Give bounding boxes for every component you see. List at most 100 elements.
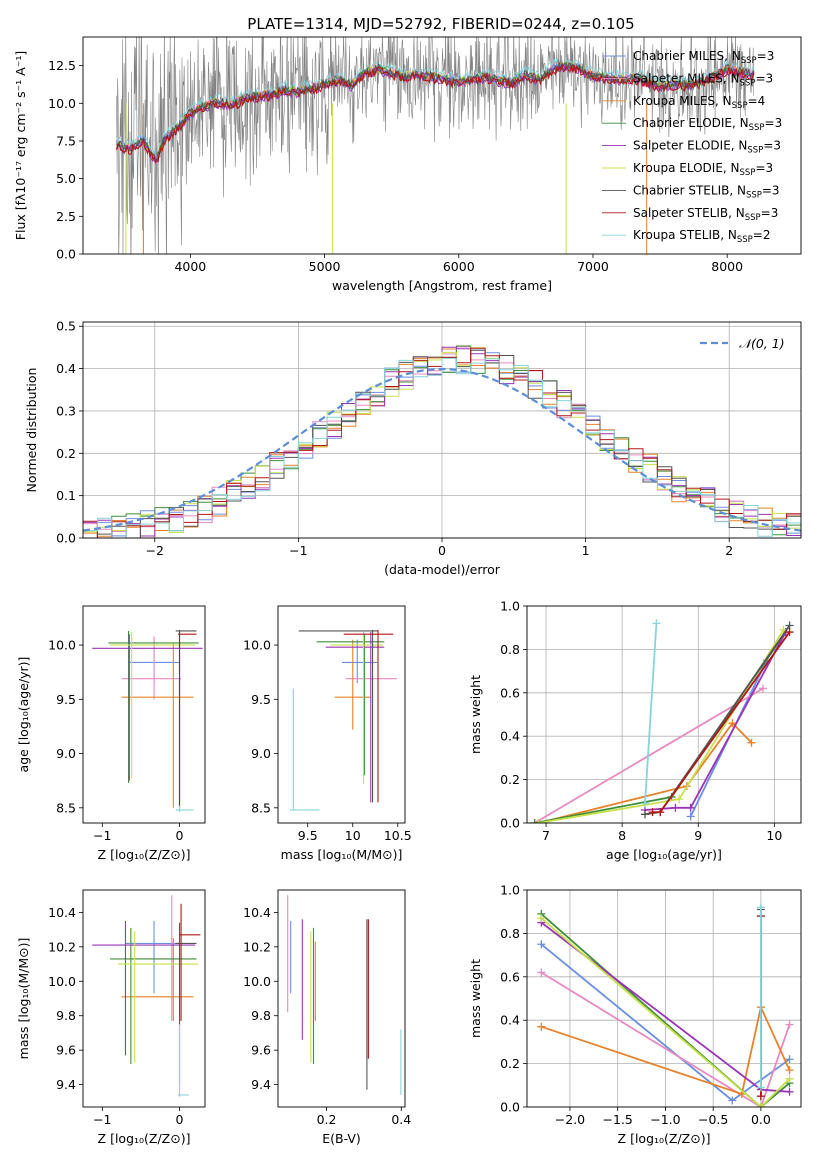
y-tick-label: 0.2 (56, 446, 76, 461)
mass-weight-line (540, 917, 791, 1107)
mass-weight-marker (537, 940, 546, 949)
mass-weight-marker (728, 719, 737, 728)
y-tick-label: 0.6 (500, 685, 520, 700)
spectrum-frame (82, 36, 802, 255)
y-tick-label: 0.6 (500, 969, 520, 984)
y-tick-label: 12.5 (48, 58, 76, 73)
mass-weight-marker (537, 914, 546, 923)
mass-weight-marker (648, 808, 657, 817)
legend-count: =3 (755, 71, 773, 85)
x-tick-label: 10 (766, 828, 782, 843)
spectrum-axes: 4000 5000 6000 7000 8000 0.0 2.5 5.0 7.5 10.0 12.5… (13, 51, 743, 293)
legend-count: =3 (762, 183, 780, 197)
y-tick-label: 0.4 (56, 361, 76, 376)
x-tick-label: 9 (694, 828, 702, 843)
mass-weight-marker (785, 1087, 794, 1096)
mass_vs_ebv-axes: 0.2 0.4 9.4 9.6 9.8 10.0 10.2 10.4 E(B-V) (243, 905, 411, 1146)
x-tick-label: −1.0 (650, 1112, 680, 1127)
figure-title: PLATE=1314, MJD=52792, FIBERID=0244, z=0… (247, 15, 634, 33)
legend-label: Salpeter STELIB, NSSP=3 (633, 206, 778, 223)
mass_vs_Z-xlabel: Z [log₁₀(Z/Z⊙)] (98, 1131, 191, 1146)
y-tick-label: 0.2 (500, 772, 520, 787)
mass-weight-marker (686, 812, 695, 821)
age_vs_mass-frame (277, 605, 406, 824)
y-tick-label: 10.0 (48, 96, 76, 111)
x-tick-label: 1 (582, 543, 590, 558)
x-tick-label: −1 (93, 1112, 111, 1127)
legend-count: =3 (757, 49, 775, 63)
legend-label: Kroupa ELODIE, NSSP=3 (633, 161, 773, 178)
massweight_vs_age-plot-area (530, 619, 794, 823)
model-spectrum-line (116, 63, 755, 163)
mass-weight-marker (756, 1103, 765, 1107)
x-tick-label: 2 (725, 543, 733, 558)
y-tick-label: 0.0 (56, 531, 76, 546)
x-tick-label: 7 (542, 828, 550, 843)
legend-subscript: SSP (737, 235, 753, 245)
legend-count: =3 (755, 161, 773, 175)
age_vs_mass-plot-area (289, 629, 397, 811)
x-tick-label: −1 (93, 828, 111, 843)
massweight_vs_Z-xlabel: Z [log₁₀(Z/Z⊙)] (618, 1131, 711, 1146)
massweight_vs_age-frame (526, 605, 802, 824)
mass-weight-marker (656, 808, 665, 817)
model-spectrum-line (116, 61, 755, 162)
legend-label: Chabrier ELODIE, NSSP=3 (633, 116, 782, 133)
legend-label: Salpeter MILES, NSSP=3 (633, 71, 773, 88)
mass-weight-marker (640, 810, 649, 819)
y-tick-label: 10.0 (48, 638, 76, 653)
y-tick-label: 5.0 (56, 171, 76, 186)
mass_vs_Z-ylabel: mass [log₁₀(M/M⊙)] (16, 938, 31, 1060)
mass-weight-marker (534, 819, 543, 823)
legend-label: 𝒩(0, 1) (739, 336, 785, 351)
mass-weight-marker (785, 1055, 794, 1064)
mass_vs_Z-axes: −1 0 9.4 9.6 9.8 10.0 10.2 10.4 Z [log₁₀(Z/Z⊙)] m… (16, 905, 190, 1146)
normal-curve (83, 367, 801, 532)
x-tick-label: 0 (176, 828, 184, 843)
massweight_vs_age-xlabel: age [log₁₀(age/yr)] (606, 847, 722, 862)
mass-weight-marker (640, 799, 649, 808)
residuals-ylabel: Normed distribution (24, 368, 39, 493)
y-tick-label: 0.5 (56, 319, 76, 334)
y-tick-label: 9.5 (251, 692, 271, 707)
x-tick-label: 4000 (174, 259, 206, 274)
legend-subscript: SSP (741, 56, 757, 66)
legend-count: =3 (765, 116, 783, 130)
age_vs_Z-frame (82, 605, 206, 824)
y-tick-label: 0.1 (56, 488, 76, 503)
age_vs_Z-axes: −1 0 8.5 9.0 9.5 10.0 Z [log₁₀(Z/Z⊙)] age [log₁… (16, 638, 190, 862)
y-tick-label: 9.8 (56, 1008, 76, 1023)
y-tick-label: 9.6 (56, 1043, 76, 1058)
mass-weight-marker (530, 819, 539, 823)
legend-subscript: SSP (740, 78, 756, 88)
y-tick-label: 0.2 (500, 1056, 520, 1071)
y-tick-label: 7.5 (56, 133, 76, 148)
massweight_vs_Z-frame (526, 889, 802, 1108)
residuals-plot-area (83, 345, 801, 538)
y-tick-label: 2.5 (56, 209, 76, 224)
y-tick-label: 10.4 (243, 905, 271, 920)
residuals-legend: 𝒩(0, 1) (700, 336, 785, 351)
mass-weight-line (644, 623, 658, 804)
y-tick-label: 9.6 (251, 1043, 271, 1058)
mass_vs_Z-plot-area (92, 895, 201, 1097)
mass-weight-marker (675, 795, 684, 804)
y-tick-label: 9.0 (56, 746, 76, 761)
y-tick-label: 9.5 (56, 692, 76, 707)
mass-weight-marker (756, 903, 765, 912)
x-tick-label: 0 (176, 1112, 184, 1127)
plots-layer: 4000 5000 6000 7000 80000.02.55.07.510.012.5… (13, 36, 802, 1146)
y-tick-label: 10.2 (48, 939, 76, 954)
legend-label: Kroupa STELIB, NSSP=2 (633, 228, 771, 245)
massweight_vs_Z-ylabel: mass weight (468, 959, 483, 1038)
x-tick-label: −0.5 (698, 1112, 728, 1127)
massweight_vs_age-axes: 7 8 9 10 0.0 0.2 0.4 0.6 0.8 1.0 age [log₁₀(age/yr… (468, 599, 801, 862)
y-tick-label: 8.5 (251, 800, 271, 815)
x-tick-label: −1 (289, 543, 307, 558)
residual-histogram-step (83, 357, 801, 538)
legend-label: Salpeter ELODIE, NSSP=3 (633, 139, 781, 156)
y-tick-label: 0.8 (500, 642, 520, 657)
legend-count: =4 (748, 94, 766, 108)
mass-weight-marker (686, 803, 695, 812)
